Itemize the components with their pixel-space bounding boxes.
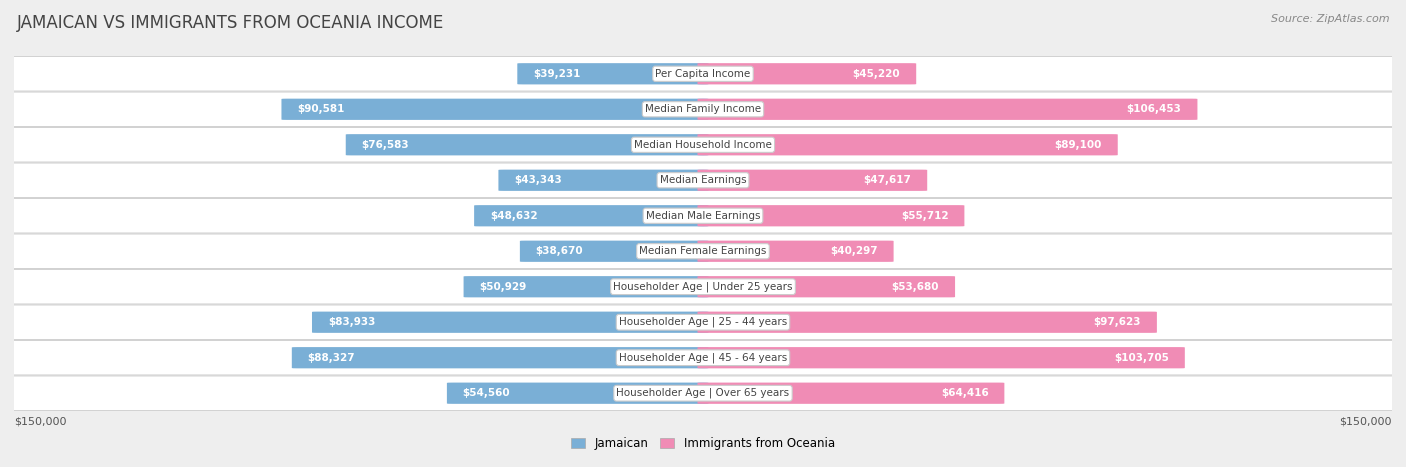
- Text: Householder Age | Over 65 years: Householder Age | Over 65 years: [616, 388, 790, 398]
- FancyBboxPatch shape: [4, 127, 1402, 162]
- Text: Median Male Earnings: Median Male Earnings: [645, 211, 761, 221]
- FancyBboxPatch shape: [697, 205, 965, 226]
- FancyBboxPatch shape: [4, 234, 1402, 269]
- Text: $39,231: $39,231: [533, 69, 581, 79]
- Text: Source: ZipAtlas.com: Source: ZipAtlas.com: [1271, 14, 1389, 24]
- FancyBboxPatch shape: [4, 269, 1402, 304]
- Text: $53,680: $53,680: [891, 282, 939, 292]
- Text: $55,712: $55,712: [901, 211, 949, 221]
- FancyBboxPatch shape: [697, 347, 1185, 368]
- FancyBboxPatch shape: [4, 305, 1402, 340]
- FancyBboxPatch shape: [4, 163, 1402, 198]
- Text: $90,581: $90,581: [297, 104, 344, 114]
- Text: Householder Age | 45 - 64 years: Householder Age | 45 - 64 years: [619, 353, 787, 363]
- FancyBboxPatch shape: [447, 382, 709, 404]
- FancyBboxPatch shape: [498, 170, 709, 191]
- Text: $43,343: $43,343: [515, 175, 562, 185]
- Text: $106,453: $106,453: [1126, 104, 1181, 114]
- Text: $83,933: $83,933: [328, 317, 375, 327]
- Text: Per Capita Income: Per Capita Income: [655, 69, 751, 79]
- Text: $97,623: $97,623: [1094, 317, 1142, 327]
- Text: $38,670: $38,670: [536, 246, 583, 256]
- Text: $88,327: $88,327: [308, 353, 356, 363]
- FancyBboxPatch shape: [4, 340, 1402, 375]
- FancyBboxPatch shape: [4, 198, 1402, 233]
- FancyBboxPatch shape: [697, 311, 1157, 333]
- FancyBboxPatch shape: [697, 241, 894, 262]
- FancyBboxPatch shape: [292, 347, 709, 368]
- Legend: Jamaican, Immigrants from Oceania: Jamaican, Immigrants from Oceania: [567, 432, 839, 455]
- Text: Householder Age | 25 - 44 years: Householder Age | 25 - 44 years: [619, 317, 787, 327]
- FancyBboxPatch shape: [520, 241, 709, 262]
- Text: $50,929: $50,929: [479, 282, 527, 292]
- FancyBboxPatch shape: [312, 311, 709, 333]
- FancyBboxPatch shape: [281, 99, 709, 120]
- FancyBboxPatch shape: [697, 134, 1118, 156]
- Text: Median Female Earnings: Median Female Earnings: [640, 246, 766, 256]
- Text: $40,297: $40,297: [830, 246, 877, 256]
- FancyBboxPatch shape: [464, 276, 709, 297]
- FancyBboxPatch shape: [4, 376, 1402, 410]
- Text: $150,000: $150,000: [1340, 416, 1392, 426]
- Text: Median Earnings: Median Earnings: [659, 175, 747, 185]
- Text: $89,100: $89,100: [1054, 140, 1102, 150]
- Text: JAMAICAN VS IMMIGRANTS FROM OCEANIA INCOME: JAMAICAN VS IMMIGRANTS FROM OCEANIA INCO…: [17, 14, 444, 32]
- FancyBboxPatch shape: [4, 92, 1402, 127]
- FancyBboxPatch shape: [697, 99, 1198, 120]
- FancyBboxPatch shape: [517, 63, 709, 85]
- Text: $47,617: $47,617: [863, 175, 911, 185]
- Text: Median Family Income: Median Family Income: [645, 104, 761, 114]
- Text: $45,220: $45,220: [852, 69, 900, 79]
- FancyBboxPatch shape: [4, 57, 1402, 91]
- Text: $150,000: $150,000: [14, 416, 66, 426]
- Text: Householder Age | Under 25 years: Householder Age | Under 25 years: [613, 282, 793, 292]
- Text: $103,705: $103,705: [1114, 353, 1168, 363]
- Text: $76,583: $76,583: [361, 140, 409, 150]
- FancyBboxPatch shape: [697, 63, 917, 85]
- Text: $54,560: $54,560: [463, 388, 510, 398]
- FancyBboxPatch shape: [346, 134, 709, 156]
- Text: $64,416: $64,416: [941, 388, 988, 398]
- FancyBboxPatch shape: [697, 276, 955, 297]
- FancyBboxPatch shape: [697, 382, 1004, 404]
- Text: Median Household Income: Median Household Income: [634, 140, 772, 150]
- FancyBboxPatch shape: [697, 170, 927, 191]
- Text: $48,632: $48,632: [489, 211, 537, 221]
- FancyBboxPatch shape: [474, 205, 709, 226]
